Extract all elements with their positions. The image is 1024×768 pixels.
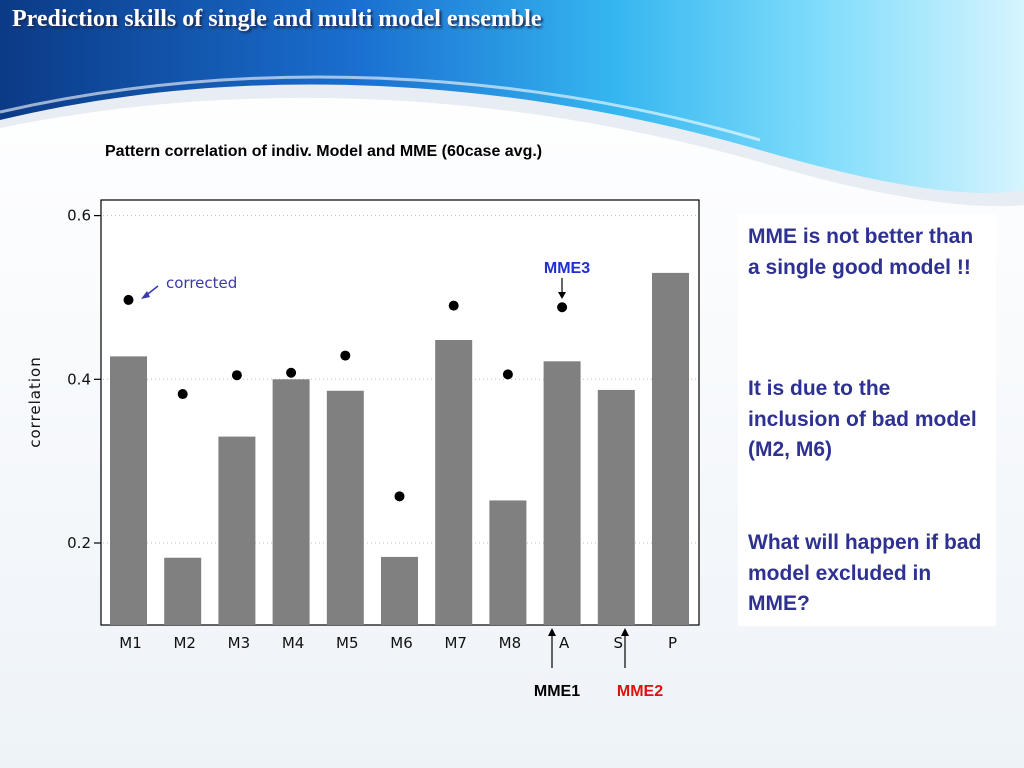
chart-caption: Pattern correlation of indiv. Model and … xyxy=(105,143,543,160)
bars xyxy=(110,272,689,625)
bar-m2 xyxy=(164,557,202,625)
bar-s xyxy=(597,389,635,625)
x-tick-label: M1 xyxy=(119,634,142,652)
y-tick-label: 0.6 xyxy=(67,207,91,225)
dots xyxy=(123,294,568,502)
x-tick-label: M3 xyxy=(228,634,251,652)
mme1-annotation: MME1 xyxy=(534,628,580,700)
x-tick-label: M4 xyxy=(282,634,305,652)
bar-a xyxy=(543,361,581,625)
dot-a xyxy=(557,302,568,313)
bar-m3 xyxy=(218,436,256,625)
dot-m5 xyxy=(340,350,351,361)
x-tick-label: M5 xyxy=(336,634,359,652)
bar-p xyxy=(652,272,689,625)
notes-panel: MME is not better than a single good mod… xyxy=(738,214,996,626)
mme2-annotation: MME2 xyxy=(617,628,663,700)
bar-m1 xyxy=(110,356,147,625)
x-tick-label: S xyxy=(614,634,624,652)
bar-m5 xyxy=(326,390,364,625)
mme3-annotation: MME3 xyxy=(544,260,590,299)
y-axis-label: correlation xyxy=(26,356,44,448)
mme2-label: MME2 xyxy=(617,683,663,700)
dot-m1 xyxy=(123,294,134,305)
dot-m8 xyxy=(502,369,513,380)
slide-title: Prediction skills of single and multi mo… xyxy=(12,6,542,32)
dot-m4 xyxy=(286,367,297,378)
dot-m6 xyxy=(394,491,405,502)
note-bad-model: It is due to the inclusion of bad model … xyxy=(748,377,977,461)
note-mme-not-better: MME is not better than a single good mod… xyxy=(748,225,974,279)
dot-m7 xyxy=(448,300,459,311)
y-axis: 0.2 0.4 0.6 xyxy=(67,207,101,552)
bar-m4 xyxy=(272,379,310,625)
dot-m3 xyxy=(231,370,242,381)
x-tick-label: A xyxy=(559,634,570,652)
corrected-label: corrected xyxy=(166,274,237,292)
mme1-label: MME1 xyxy=(534,683,580,700)
corrected-annotation: corrected xyxy=(141,274,237,299)
mme3-label: MME3 xyxy=(544,260,590,277)
x-tick-label: M8 xyxy=(499,634,522,652)
bar-m8 xyxy=(489,500,527,625)
x-tick-label: P xyxy=(668,634,677,652)
x-tick-label: M6 xyxy=(390,634,413,652)
bar-m6 xyxy=(381,556,418,625)
x-axis: M1 M2 M3 M4 M5 M6 M7 M8 A S P xyxy=(119,634,677,652)
bar-m7 xyxy=(435,340,473,625)
x-tick-label: M7 xyxy=(444,634,467,652)
dot-m2 xyxy=(177,389,188,400)
grid-lines xyxy=(103,215,697,544)
x-tick-label: M2 xyxy=(173,634,196,652)
y-tick-label: 0.4 xyxy=(67,370,91,388)
note-what-if: What will happen if bad model excluded i… xyxy=(748,531,982,615)
y-tick-label: 0.2 xyxy=(67,534,91,552)
